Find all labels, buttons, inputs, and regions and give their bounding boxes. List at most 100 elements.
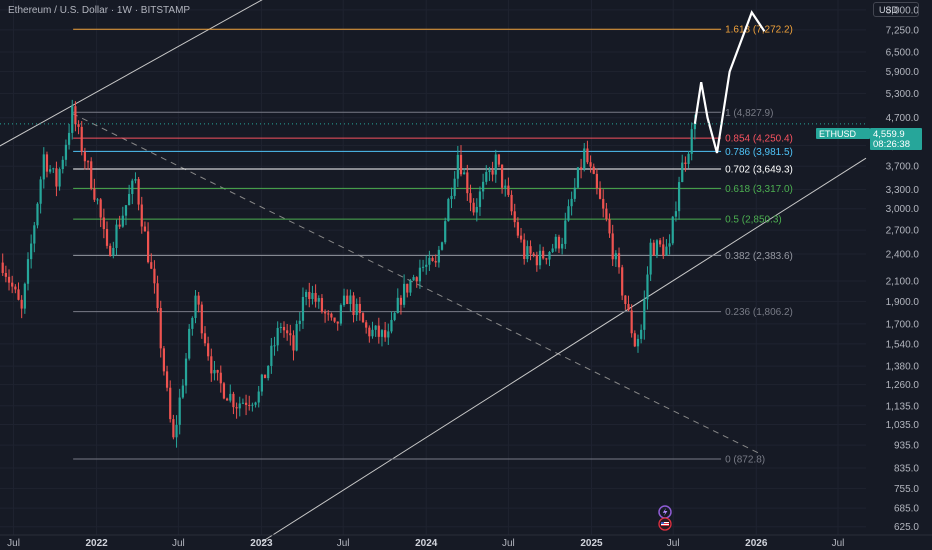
candle-body — [434, 261, 437, 263]
candle-body — [112, 247, 115, 256]
price-tick-label: 2,100.0 — [886, 277, 920, 288]
candle-body — [377, 325, 380, 337]
candle-body — [200, 304, 203, 334]
candle-body — [535, 255, 538, 266]
candle-body — [387, 331, 390, 338]
candle-body — [109, 245, 112, 256]
candle-body — [339, 305, 342, 324]
candle-body — [624, 295, 627, 305]
candle-body — [197, 295, 200, 305]
candle-body — [576, 167, 580, 188]
candle-body — [437, 249, 440, 263]
candle-body — [267, 365, 270, 379]
projection-path[interactable] — [693, 10, 766, 154]
candle-body — [659, 240, 662, 245]
price-tick-label: 1,260.0 — [886, 380, 920, 391]
candle-body — [617, 253, 621, 268]
time-tick-label: Jul — [172, 538, 185, 549]
candle-body — [203, 333, 207, 344]
candle-body — [150, 262, 153, 269]
candle-body — [336, 321, 339, 324]
candle-body — [402, 283, 406, 305]
candle-body — [605, 208, 608, 220]
candle-body — [17, 289, 20, 300]
candle-body — [305, 291, 308, 297]
candle-body — [273, 345, 276, 347]
candle-body — [286, 330, 289, 334]
candle-body — [627, 304, 630, 311]
candle-body — [551, 248, 554, 252]
candle-body — [665, 246, 668, 256]
candle-body — [4, 272, 7, 277]
candle-body — [365, 322, 368, 328]
candle-body — [380, 330, 384, 337]
candle-body — [80, 126, 83, 152]
time-tick-label: 2024 — [415, 538, 438, 549]
candle-body — [633, 333, 636, 347]
candle-body — [143, 226, 147, 232]
candle-body — [20, 299, 23, 309]
candle-body — [71, 106, 74, 133]
candle-body — [74, 106, 77, 125]
currency-selector[interactable]: USD — [873, 2, 919, 17]
candle-body — [137, 179, 140, 205]
candle-body — [655, 240, 659, 256]
price-tick-label: 2,700.0 — [886, 226, 920, 237]
candle-body — [159, 308, 162, 349]
candle-body — [472, 202, 475, 213]
price-tick-label: 1,700.0 — [886, 319, 920, 330]
price-tick-label: 5,300.0 — [886, 89, 920, 100]
candle-body — [425, 264, 428, 267]
candle-body — [162, 348, 166, 372]
time-tick-label: 2023 — [250, 538, 273, 549]
trendlines — [0, 0, 867, 543]
trendline[interactable] — [261, 157, 867, 543]
price-tick-label: 625.0 — [894, 522, 919, 533]
candle-body — [355, 303, 358, 316]
trendline[interactable] — [0, 0, 325, 148]
candle-body — [213, 370, 216, 374]
candle-body — [415, 277, 418, 282]
candle-body — [175, 424, 178, 438]
candle-body — [586, 148, 589, 163]
candle-body — [497, 154, 501, 165]
candle-body — [172, 419, 175, 438]
us-flag-icon[interactable] — [658, 517, 672, 531]
candle-body — [52, 168, 55, 170]
candle-body — [614, 253, 617, 260]
candle-body — [134, 179, 137, 181]
price-tick-label: 5,900.0 — [886, 67, 920, 78]
candle-body — [93, 188, 96, 200]
candle-body — [226, 398, 229, 401]
candle-body — [346, 295, 349, 304]
candle-body — [374, 325, 377, 330]
candle-body — [124, 205, 128, 216]
candle-body — [500, 164, 504, 188]
price-tick-label: 1,540.0 — [886, 339, 920, 350]
candle-body — [238, 403, 241, 409]
time-tick-label: Jul — [667, 538, 680, 549]
candle-body — [105, 229, 109, 246]
candle-body — [181, 385, 184, 398]
candle-body — [333, 317, 336, 322]
time-axis[interactable]: Jul 2022 Jul 2023 Jul 2024 Jul 2025 Jul 2026 Jul — [7, 538, 844, 549]
candle-body — [276, 327, 279, 346]
candle-body — [254, 402, 257, 405]
candle-body — [690, 129, 693, 154]
candle-body — [529, 246, 532, 254]
price-tick-label: 3,300.0 — [886, 185, 920, 196]
candle-body — [643, 299, 646, 330]
candle-body — [42, 154, 45, 180]
fib-retracement: 0 (872.8) 0.236 (1,806.2) 0.382 (2,383.6) 0… — [73, 25, 793, 466]
candle-body — [393, 312, 396, 320]
candle-body — [573, 187, 576, 199]
candle-body — [352, 295, 355, 316]
candle-body — [1, 262, 4, 273]
candle-body — [156, 283, 159, 309]
candle-body — [463, 172, 466, 175]
price-tick-label: 835.0 — [894, 463, 919, 474]
candle-body — [548, 251, 551, 260]
price-tick-label: 2,400.0 — [886, 249, 920, 260]
